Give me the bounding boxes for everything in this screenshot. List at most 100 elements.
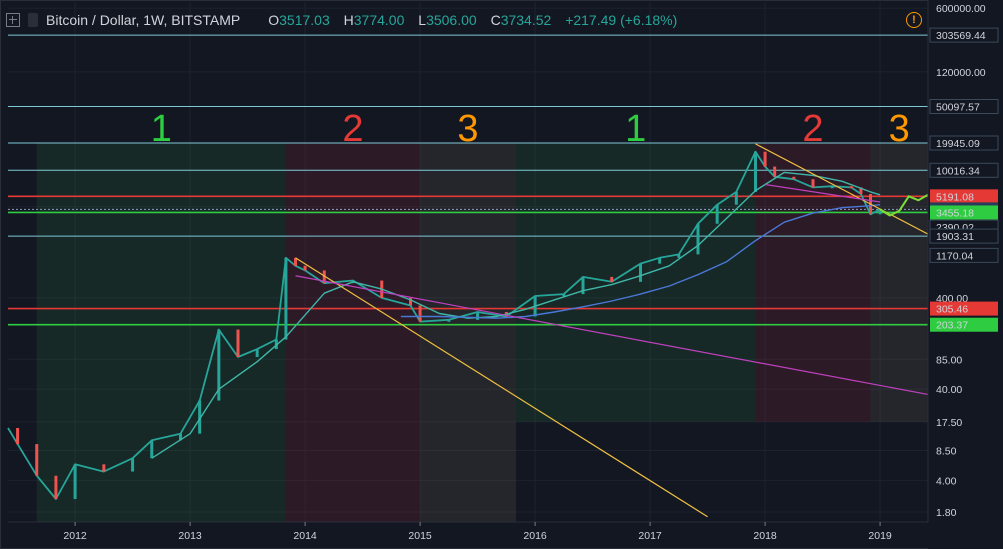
price-candle: [131, 458, 135, 472]
price-badge: [930, 301, 998, 316]
y-tick-label: 40.00: [936, 384, 962, 396]
phase-zone: [285, 142, 421, 522]
price-candle: [73, 464, 77, 500]
price-candle: [150, 440, 154, 459]
price-candle: [754, 151, 757, 192]
price-candle: [35, 444, 39, 476]
price-candle: [284, 257, 288, 340]
price-candle: [811, 179, 815, 188]
series-line-ma_fast: [151, 171, 881, 459]
price-candle: [734, 191, 738, 205]
price-candle: [198, 400, 202, 434]
price-candle: [54, 475, 58, 500]
price-candle: [303, 265, 307, 271]
price-candle: [859, 187, 863, 195]
x-tick-label: 2018: [753, 530, 777, 542]
x-tick-label: 2012: [63, 530, 87, 542]
price-badge-label: 50097.57: [936, 102, 980, 114]
y-tick-label: 600000.00: [936, 3, 986, 15]
price-candle: [236, 329, 240, 358]
price-candle: [16, 428, 20, 445]
price-candle: [849, 186, 853, 189]
price-candle: [581, 276, 585, 295]
x-tick-label: 2016: [523, 530, 547, 542]
price-candle: [102, 464, 106, 472]
y-tick-label: 8.50: [936, 446, 957, 458]
price-badge-label: 203.37: [936, 320, 968, 332]
price-candle: [418, 305, 422, 322]
price-candle: [447, 319, 451, 322]
price-badge: [929, 228, 999, 244]
price-candle: [677, 254, 681, 258]
price-badge-label: 1903.31: [936, 231, 974, 243]
price-candle: [658, 257, 662, 264]
close-value: 3734.52: [500, 12, 552, 28]
open-label: O: [268, 12, 280, 28]
price-candle: [830, 186, 834, 189]
x-tick-label: 2017: [638, 530, 662, 542]
price-candle: [878, 209, 882, 215]
x-tick-label: 2019: [868, 530, 892, 542]
x-tick-label: 2015: [408, 530, 432, 542]
warning-icon[interactable]: !: [906, 12, 922, 28]
price-candle: [696, 223, 700, 255]
price-badge-label: 1170.04: [936, 250, 973, 262]
price-candle: [294, 257, 297, 266]
y-tick-label: 4.00: [936, 475, 957, 487]
price-badge-label: 5191.08: [936, 191, 974, 203]
symbol-icon: [28, 13, 38, 27]
price-badge-label: 10016.34: [936, 165, 980, 177]
expand-icon[interactable]: [6, 13, 20, 27]
price-badge: [929, 135, 999, 151]
low-label: L: [418, 12, 427, 28]
ohlc-readout: O3517.03 H3774.00 L3506.00 C3734.52 +217…: [268, 12, 677, 28]
phase-label: 2: [342, 108, 363, 150]
trendline: [295, 275, 929, 396]
close-label: C: [490, 12, 501, 28]
price-axis: [928, 0, 1003, 549]
price-badge: [930, 205, 998, 220]
phase-zone: [420, 142, 516, 522]
phase-zone: [36, 142, 286, 522]
price-candle: [610, 276, 614, 282]
price-badge-label: 3455.18: [936, 207, 974, 219]
price-candle: [322, 270, 326, 284]
price-candle: [562, 294, 566, 297]
phase-zone: [515, 142, 756, 422]
phase-zone: [870, 142, 928, 422]
series-line-price: [7, 150, 881, 500]
price-badge: [930, 189, 998, 204]
price-badge: [930, 317, 998, 332]
price-badge-label: 303569.44: [936, 30, 986, 42]
low-value: 3506.00: [426, 12, 477, 28]
symbol-title[interactable]: Bitcoin / Dollar, 1W, BITSTAMP: [46, 12, 241, 28]
price-candle: [179, 433, 182, 441]
price-candle: [715, 204, 719, 224]
y-tick-label: 1.80: [936, 507, 957, 519]
phase-label: 1: [151, 108, 172, 150]
phase-label: 1: [625, 108, 646, 150]
y-tick-label: 85.00: [936, 354, 962, 366]
price-badge: [929, 162, 999, 178]
price-badge-label: 305.46: [936, 304, 968, 316]
phase-label: 2: [802, 108, 823, 150]
price-badge: [929, 99, 999, 115]
y-tick-label: 17.50: [936, 417, 962, 429]
x-tick-label: 2013: [178, 530, 202, 542]
phase-zone: [755, 142, 871, 422]
price-candle: [476, 312, 480, 320]
phase-label: 3: [889, 108, 910, 150]
price-badge: [929, 247, 999, 263]
high-value: 3774.00: [353, 12, 405, 28]
open-value: 3517.03: [279, 12, 330, 28]
y-tick-label: 120000.00: [936, 67, 986, 79]
price-candle: [255, 349, 259, 358]
price-badge-label: 19945.09: [936, 138, 980, 150]
series-line-ma_slow: [400, 204, 881, 319]
trendline: [764, 183, 881, 203]
projection-line: [879, 193, 929, 217]
price-candle: [763, 151, 767, 167]
price-candle: [409, 297, 412, 306]
high-label: H: [343, 12, 354, 28]
